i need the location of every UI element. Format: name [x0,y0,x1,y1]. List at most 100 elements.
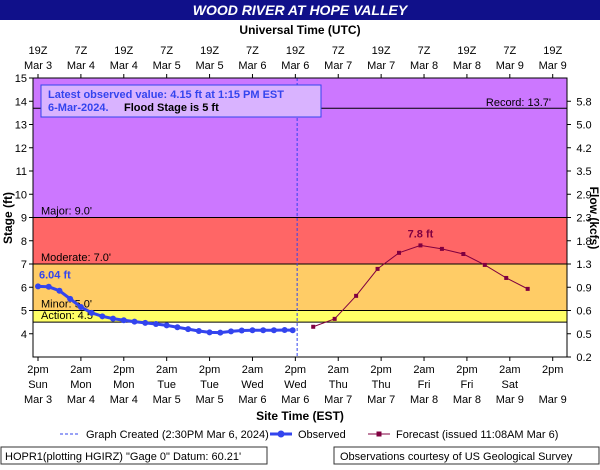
x2-tick-label: 19Z [372,45,391,57]
x2-tick-label: Mar 8 [453,60,481,72]
x-tick-label: Thu [329,379,348,391]
forecast-point [397,250,402,255]
x-tick-label: 2am [328,364,349,376]
x2-tick-label: 7Z [246,45,259,57]
forecast-point [332,316,337,321]
y-tick-label: 5 [21,306,27,318]
y-tick-label: 8 [21,236,27,248]
observed-point [45,283,52,290]
info-line-1: Latest observed value: 4.15 ft at 1:15 P… [48,89,284,101]
y-tick-label: 11 [16,166,27,178]
observed-point [67,295,74,302]
y-tick-label: 12 [15,143,27,155]
x-tick-label: 2pm [27,364,48,376]
x-tick-label: 2pm [199,364,220,376]
y-tick-label: 10 [15,189,27,201]
x2-tick-label: 7Z [418,45,431,57]
x-tick-label: Mar 8 [410,394,438,406]
forecast-point [482,262,487,267]
forecast-point [504,275,509,280]
observed-point [120,317,127,324]
y2-tick-label: 5.8 [576,96,591,108]
forecast-point [461,252,466,257]
y2-tick-label: 3.5 [576,166,591,178]
value-label: 7.8 ft [408,228,434,240]
x-tick-label: Mon [70,379,91,391]
forecast-point [525,286,530,291]
flood-band [33,310,567,323]
legend: Graph Created (2:30PM Mar 6, 2024) Obser… [60,429,558,441]
x2-tick-label: 19Z [286,45,305,57]
flood-label: Moderate: 7.0' [41,252,111,264]
observed-point [217,329,224,336]
observed-point [88,309,95,316]
title: WOOD RIVER AT HOPE VALLEY [193,2,409,18]
y2-tick-label: 4.2 [576,143,591,155]
record-label: Record: 13.7' [486,97,551,109]
x-tick-label: Mar 9 [539,394,567,406]
x2-tick-label: 19Z [29,45,48,57]
legend-observed-marker [277,430,285,438]
x-tick-label: Mon [113,379,134,391]
y-tick-label: 4 [21,329,27,341]
x-tick-label: Fri [418,379,431,391]
observed-point [249,327,256,334]
x2-tick-label: 19Z [457,45,476,57]
title-bar [0,0,600,20]
x2-tick-label: 19Z [543,45,562,57]
x2-tick-label: Mar 9 [539,60,567,72]
y2-tick-label: 5.0 [576,120,591,132]
info-box [40,84,322,118]
y-axis-title: Stage (ft) [1,192,15,244]
x-tick-label: 2pm [542,364,563,376]
x2-tick-label: Mar 9 [496,60,524,72]
x-axis-title: Site Time (EST) [256,409,344,423]
y-tick-label: 6 [21,282,27,294]
x-tick-label: Mar 6 [238,394,266,406]
x2-tick-label: Mar 4 [110,60,138,72]
x2-tick-label: Mar 5 [196,60,224,72]
x-tick-label: Wed [241,379,263,391]
forecast-point [418,243,423,248]
y-tick-label: 15 [15,73,27,85]
legend-created: Graph Created (2:30PM Mar 6, 2024) [86,429,269,441]
x-tick-label: Mar 5 [153,394,181,406]
value-label: 6.04 ft [39,269,71,281]
x-tick-label: Mar 9 [496,394,524,406]
observed-point [163,322,170,329]
observed-point [99,313,106,320]
x2-tick-label: Mar 8 [410,60,438,72]
legend-forecast-marker [376,431,382,437]
observed-point [152,320,159,327]
legend-forecast: Forecast (issued 11:08AM Mar 6) [396,429,558,441]
forecast-point [311,324,316,329]
y2-tick-label: 0.6 [576,306,591,318]
flood-label: Action: 4.5' [41,310,95,322]
y2-tick-label: 1.8 [576,236,591,248]
x-tick-label: 2am [499,364,520,376]
x-tick-label: Mar 8 [453,394,481,406]
observed-point [195,327,202,334]
x2-tick-label: Mar 5 [153,60,181,72]
top-axis-title: Universal Time (UTC) [239,23,360,37]
observed-point [238,327,245,334]
x-tick-label: Mar 5 [196,394,224,406]
observed-point [206,329,213,336]
observed-point [77,304,84,311]
y-tick-label: 7 [21,259,27,271]
x-tick-label: Sat [502,379,519,391]
observed-point [260,327,267,334]
x2-tick-label: Mar 6 [281,60,309,72]
observed-point [35,283,42,290]
x-tick-label: 2pm [456,364,477,376]
x-tick-label: Mar 3 [24,394,52,406]
x-tick-label: 2am [242,364,263,376]
y2-tick-label: 0.2 [576,352,591,364]
y2-tick-label: 1.3 [576,259,591,271]
x2-tick-label: Mar 7 [367,60,395,72]
x2-tick-label: 19Z [114,45,133,57]
x-tick-label: 2am [156,364,177,376]
observed-point [185,326,192,333]
x2-tick-label: Mar 6 [238,60,266,72]
